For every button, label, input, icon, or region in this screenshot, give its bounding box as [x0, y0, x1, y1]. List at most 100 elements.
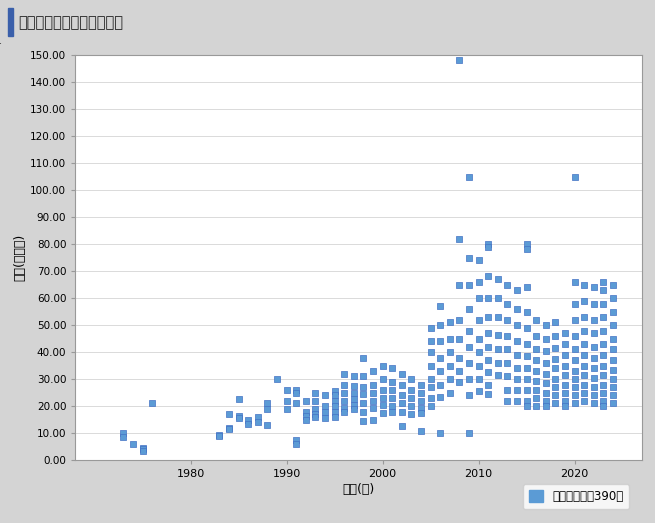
- Point: [569, 375, 580, 383]
- Point: [387, 378, 398, 386]
- Point: [521, 364, 532, 372]
- Point: [540, 379, 551, 388]
- Point: [425, 383, 436, 391]
- Point: [387, 402, 398, 411]
- Point: [454, 280, 464, 289]
- Point: [589, 383, 599, 391]
- Point: [416, 426, 426, 435]
- Point: [502, 332, 513, 340]
- Point: [579, 297, 590, 305]
- Point: [483, 313, 493, 321]
- Point: [579, 380, 590, 389]
- Text: 直近１年の取引情報グラフ: 直近１年の取引情報グラフ: [18, 15, 123, 30]
- Point: [521, 375, 532, 383]
- Y-axis label: 価格(百万円): 価格(百万円): [13, 234, 26, 281]
- Point: [608, 400, 618, 408]
- Point: [406, 375, 417, 383]
- Point: [416, 389, 426, 397]
- Point: [521, 352, 532, 360]
- Point: [406, 386, 417, 394]
- Point: [560, 371, 571, 379]
- Point: [483, 272, 493, 281]
- Point: [445, 375, 455, 383]
- Point: [329, 413, 340, 421]
- Point: [445, 348, 455, 356]
- Point: [474, 335, 484, 343]
- Point: [348, 382, 359, 390]
- Point: [540, 335, 551, 343]
- Point: [425, 324, 436, 332]
- Point: [396, 391, 407, 400]
- Point: [521, 245, 532, 254]
- Point: [598, 340, 608, 348]
- Point: [253, 413, 263, 421]
- Point: [329, 402, 340, 411]
- Point: [550, 391, 561, 400]
- Point: [608, 391, 618, 400]
- Point: [598, 396, 608, 405]
- Point: [474, 361, 484, 370]
- Point: [464, 326, 474, 335]
- Point: [454, 315, 464, 324]
- Point: [367, 367, 378, 376]
- Point: [301, 412, 311, 420]
- Point: [589, 299, 599, 308]
- Point: [512, 364, 522, 372]
- Point: [339, 380, 350, 389]
- Point: [589, 364, 599, 372]
- Point: [377, 386, 388, 394]
- Point: [579, 280, 590, 289]
- Point: [569, 400, 580, 408]
- Point: [233, 412, 244, 420]
- Point: [540, 321, 551, 329]
- Point: [493, 294, 503, 302]
- Point: [291, 386, 301, 394]
- Point: [358, 354, 369, 362]
- Point: [214, 432, 225, 440]
- Point: [464, 305, 474, 313]
- Point: [358, 390, 369, 398]
- Point: [512, 396, 522, 405]
- Point: [560, 389, 571, 397]
- Point: [521, 386, 532, 394]
- Point: [608, 335, 618, 343]
- Point: [589, 391, 599, 400]
- Point: [502, 396, 513, 405]
- Point: [493, 331, 503, 339]
- Point: [589, 373, 599, 382]
- Point: [512, 321, 522, 329]
- Point: [282, 405, 292, 413]
- Point: [358, 407, 369, 416]
- Point: [464, 280, 474, 289]
- Point: [512, 337, 522, 346]
- Point: [608, 294, 618, 302]
- Point: [320, 414, 330, 423]
- Point: [608, 308, 618, 316]
- Point: [474, 375, 484, 383]
- Point: [224, 424, 234, 432]
- Point: [483, 380, 493, 389]
- Point: [425, 337, 436, 346]
- Point: [262, 400, 272, 408]
- Point: [147, 400, 157, 408]
- Point: [291, 389, 301, 397]
- Point: [608, 356, 618, 365]
- Point: [367, 396, 378, 405]
- Point: [416, 396, 426, 405]
- Point: [531, 332, 542, 340]
- Point: [569, 367, 580, 376]
- Point: [493, 359, 503, 367]
- Point: [454, 335, 464, 343]
- Point: [348, 372, 359, 381]
- Point: [579, 371, 590, 379]
- Point: [262, 421, 272, 429]
- Point: [560, 402, 571, 411]
- Point: [348, 405, 359, 413]
- Point: [329, 391, 340, 400]
- Legend: 沖縄県全域：390件: 沖縄県全域：390件: [523, 484, 629, 509]
- Point: [425, 348, 436, 356]
- Point: [493, 313, 503, 321]
- Point: [598, 286, 608, 294]
- Point: [291, 436, 301, 444]
- Point: [128, 440, 138, 448]
